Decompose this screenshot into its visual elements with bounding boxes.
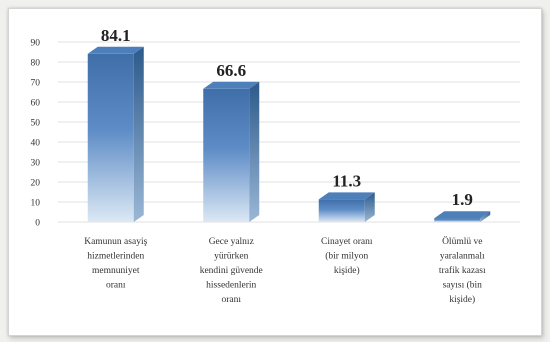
bar-front [434,218,481,222]
bar-top [87,46,144,54]
bar [203,81,260,222]
y-tick-label: 50 [31,119,41,129]
y-tick-label: 60 [31,99,41,109]
y-tick-label: 10 [31,199,41,209]
y-tick-label: 70 [31,79,41,89]
y-tick-label: 20 [31,179,41,189]
value-label: 11.3 [332,171,361,190]
y-tick-label: 40 [31,139,41,149]
category-label: Ölümlü ve yaralanmalı trafik kazası sayısı … [439,235,486,305]
value-label: 1.9 [452,190,473,209]
category-label: Kamunun asayiş hizmetlerinden memnuniyet or… [84,237,147,291]
bar-top [203,81,260,89]
value-label: 66.6 [216,61,246,80]
bar-side [133,46,144,222]
category-labels: Kamunun asayiş hizmetlerinden memnuniyet or… [84,235,486,305]
y-tick-label: 30 [31,159,41,169]
bar [434,211,491,222]
category-label: Gece yalnız yürürken kendini güvende hissed… [200,237,263,305]
y-axis-tick-labels: 0 10 20 30 40 50 60 70 80 90 [31,39,41,229]
bar-top [318,192,375,200]
bar-front [87,53,134,222]
bar-side [249,81,260,222]
bar-side [480,211,491,222]
y-tick-label: 80 [31,59,41,69]
value-label: 84.1 [101,26,131,45]
value-labels: 84.1 66.6 11.3 1.9 [101,26,473,209]
bar-front [203,88,250,222]
y-tick-label: 90 [31,39,41,49]
bars [87,46,491,222]
bar-front [318,199,365,222]
y-tick-label: 0 [35,219,40,229]
bar-side [364,192,375,222]
category-label: Cinayet oranı (bir milyon kişide) [321,237,373,276]
bar-top [434,211,491,219]
bar [87,46,144,222]
bar [318,192,375,222]
